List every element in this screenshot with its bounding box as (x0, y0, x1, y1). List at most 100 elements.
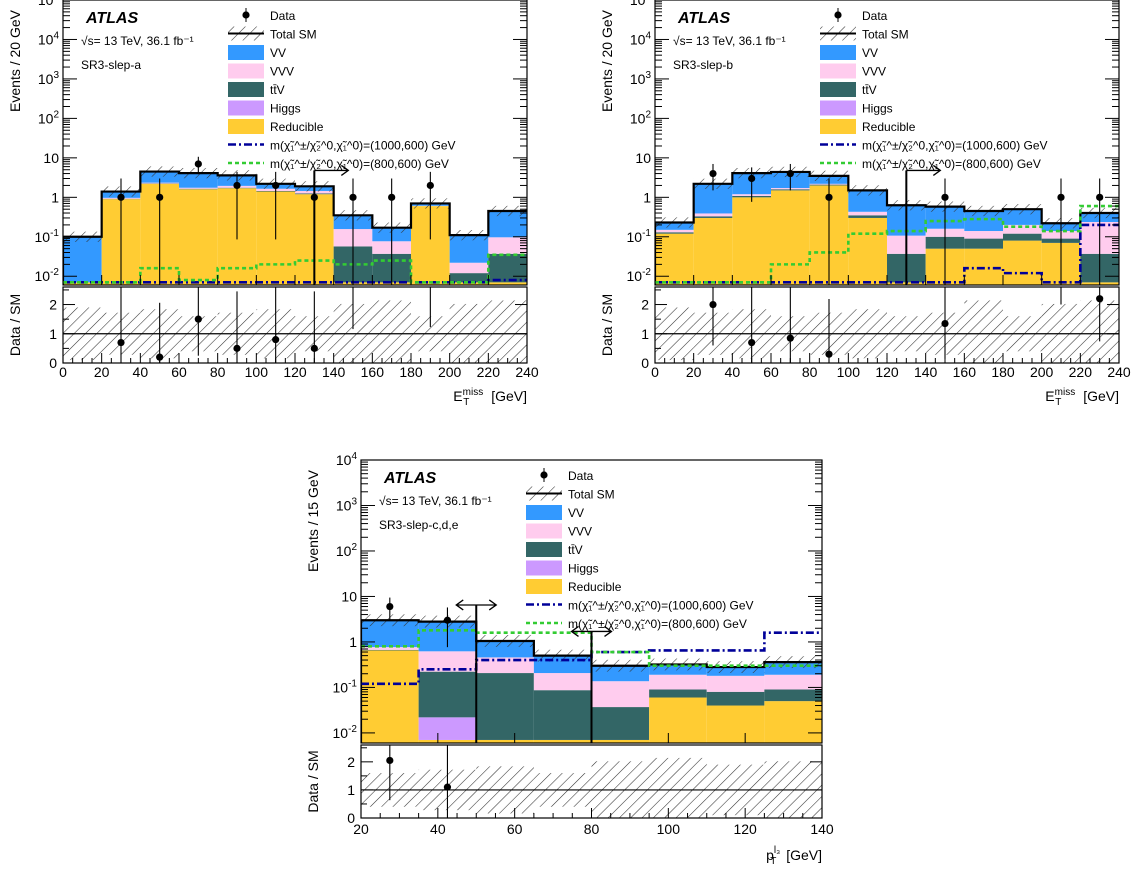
ratio-point (709, 300, 717, 309)
x-tick-label: 20 (353, 821, 369, 837)
ratio-plot-area (655, 287, 1119, 363)
ratio-panel: 0 1 2 Data / SM 0 20 40 60 80 100 120 140 160 180 200 2… (7, 286, 539, 408)
ratio-panel: 0 1 2 Data / SM 0 20 40 60 80 100 120 140 160 180 200 2… (599, 286, 1131, 408)
legend-higgs-swatch (820, 100, 856, 116)
legend-label: m(χ̃₁^±/χ̃₂^0,χ̃₁^0)=(800,600) GeV (862, 157, 1041, 171)
x-tick-label: 80 (802, 364, 818, 380)
y-tick-label: 105 (38, 0, 60, 8)
ratio-y-tick-label: 1 (347, 782, 355, 798)
cut-arrow (314, 164, 350, 176)
panel-sr3-slep-cde: 10-2 10-1 1 10 102 103 104 Events / 15 GeV 0 1 2 Da… (305, 451, 834, 867)
y-tick-label: 10 (43, 150, 59, 166)
legend-label: tt̄V (568, 543, 583, 557)
ratio-y-label: Data / SM (599, 294, 615, 356)
x-tick-label: 100 (657, 821, 681, 837)
bar-ttv (179, 188, 218, 190)
region-label: SR3-slep-c,d,e (379, 518, 459, 532)
ratio-uncertainty (964, 300, 1003, 363)
ratio-y-tick-label: 1 (641, 326, 649, 342)
ratio-point (941, 319, 949, 328)
bar-vvv (964, 231, 1003, 239)
legend-label: Higgs (270, 102, 301, 116)
data-point (388, 193, 396, 201)
legend-vvv-swatch (228, 63, 264, 79)
y-tick-label: 102 (38, 109, 60, 126)
bar-vvv (418, 651, 477, 672)
ratio-y-tick-label: 1 (49, 326, 57, 342)
bar-ttv (449, 273, 489, 283)
y-axis: 10-2 10-1 1 10 102 103 104 105 (627, 0, 1119, 284)
ratio-y-tick-label: 0 (347, 810, 355, 826)
bar-vv (140, 171, 179, 183)
y-tick-label: 104 (630, 30, 652, 47)
x-tick-label: 220 (477, 364, 501, 380)
x-tick-label: 160 (953, 364, 977, 380)
legend-data-marker (834, 11, 842, 19)
legend-label: m(χ̃₁^±/χ̃₂^0,χ̃₁^0)=(1000,600) GeV (568, 599, 754, 613)
bar-reducible (1003, 240, 1042, 285)
x-tick-label: 80 (210, 364, 226, 380)
y-tick-label: 10-1 (35, 228, 60, 245)
cut-arrow (906, 164, 942, 176)
ratio-point (443, 783, 452, 791)
y-tick-label: 10-1 (627, 228, 652, 245)
bar-reducible (764, 701, 822, 743)
atlas-label: ATLAS (677, 10, 730, 27)
legend-label: Higgs (568, 562, 599, 576)
legend-higgs-swatch (526, 560, 562, 576)
y-tick-label: 105 (630, 0, 652, 8)
data-point (194, 160, 202, 168)
legend-label: m(χ̃₁^±/χ̃₂^0,χ̃₁^0)=(800,600) GeV (568, 617, 747, 631)
x-tick-label: 40 (133, 364, 149, 380)
x-tick-label: 60 (507, 821, 523, 837)
data-point (786, 169, 794, 178)
bar-reducible (449, 282, 489, 285)
region-label: SR3-slep-a (81, 58, 141, 72)
bar-vvv (533, 673, 592, 691)
ratio-point (117, 338, 125, 347)
x-axis-label: Emiss T [GeV] (1045, 387, 1119, 408)
legend-label: Reducible (568, 580, 622, 594)
ratio-y-tick-label: 2 (49, 297, 57, 313)
legend-vvv-swatch (526, 523, 562, 539)
x-tick-label: 120 (283, 364, 307, 380)
y-tick-label: 10-2 (627, 267, 652, 284)
data-point (748, 174, 756, 183)
x-tick-label: 200 (438, 364, 462, 380)
bar-reducible (848, 217, 887, 285)
y-tick-label: 103 (630, 70, 652, 87)
bar-reducible (63, 282, 102, 285)
bar-ttv (655, 232, 694, 234)
bar-vvv (655, 229, 694, 233)
legend-reducible-swatch (820, 119, 856, 134)
bar-higgs (418, 717, 477, 740)
legend-vv-swatch (228, 45, 264, 60)
legend-label: VV (568, 506, 584, 520)
y-axis-label: Events / 15 GeV (305, 469, 321, 572)
ratio-point (1096, 295, 1104, 303)
legend-label: Reducible (270, 120, 324, 134)
legend-vv-swatch (820, 45, 856, 60)
y-axis-label: Events / 20 GeV (599, 9, 615, 112)
bar-ttv (1003, 233, 1042, 241)
y-tick-label: 102 (336, 542, 358, 559)
x-tick-label: 140 (810, 821, 834, 837)
x-tick-label: 160 (361, 364, 385, 380)
data-point (709, 169, 717, 178)
ratio-point (156, 353, 164, 361)
bar-vvv (764, 674, 822, 690)
bar-ttv (649, 689, 707, 698)
ratio-point (786, 334, 794, 342)
y-axis-label: Events / 20 GeV (7, 9, 23, 112)
ratio-uncertainty (649, 757, 707, 818)
bar-vvv (488, 237, 527, 254)
x-tick-label: 120 (875, 364, 899, 380)
ratio-y-label: Data / SM (7, 294, 23, 356)
main-plot-area (63, 156, 527, 285)
bar-reducible (533, 739, 592, 743)
data-point (233, 181, 241, 190)
ratio-uncertainty (372, 300, 411, 363)
x-tick-label: 240 (1107, 364, 1131, 380)
